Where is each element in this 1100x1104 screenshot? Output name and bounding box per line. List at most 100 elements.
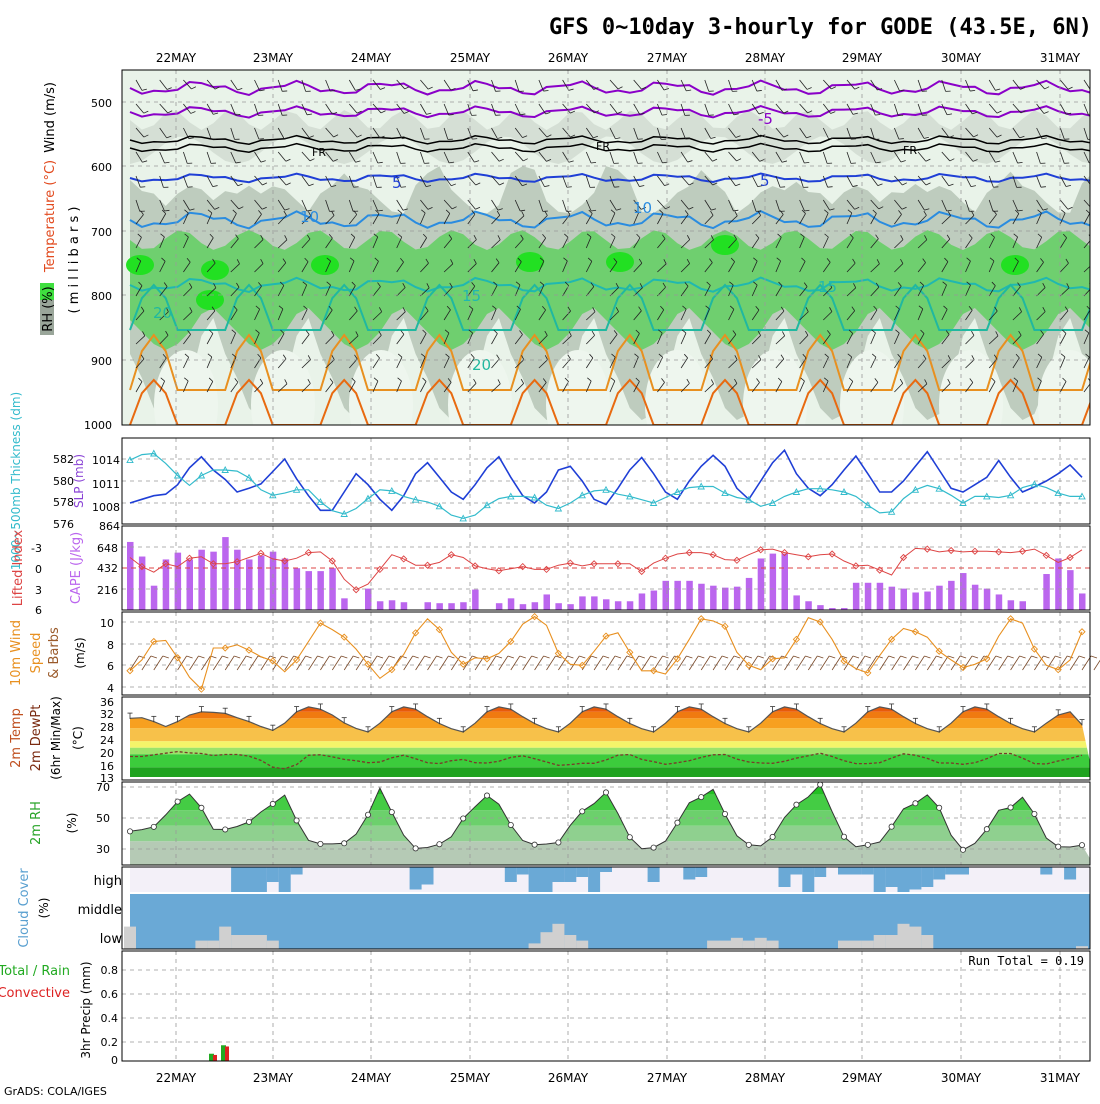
rh2m-point [841,834,846,839]
cloud-low-bar [886,935,898,949]
cape-bar [496,603,503,610]
cloud-low-bar [195,941,207,949]
cloud-high-bar [933,867,945,880]
rh2m-point [199,805,204,810]
wind-tick: 10 [100,617,114,630]
cloud-high-bar [588,867,600,892]
precip-tick: 0 [111,1054,118,1067]
cape-bar [246,559,253,610]
cloud-high-bar [1064,867,1076,880]
rh2m-point [794,802,799,807]
cloud-middle-band [130,894,1090,921]
day-label-bottom: 28MAY [745,1071,786,1085]
cloud-low-bar [909,927,921,949]
cloud-high-bar [576,867,588,877]
cape-bar [472,590,479,610]
cloud-high-bar [291,867,303,875]
temp-band [122,728,1090,741]
cloud-high-bar [279,867,291,892]
cloud-high-bar [505,867,517,882]
cape-bar [877,583,884,610]
rh-label: RH (%) [41,286,56,331]
cloud-high-bar [945,867,957,875]
pressure-tick: 500 [91,97,112,110]
cape-bar [770,554,777,610]
day-label-top: 22MAY [156,51,197,65]
day-label-bottom: 24MAY [351,1071,392,1085]
contour-label: 15 [818,278,837,296]
rh2m-unit: (%) [65,813,79,834]
cape-bar [805,601,812,610]
li-tick: 0 [35,563,42,576]
cape-bar [817,605,824,610]
pressure-tick: 700 [91,226,112,239]
contour-label: 10 [633,199,652,217]
rh2m-point [937,805,942,810]
cloud-panel: high middle low Cloud Cover (%) [17,867,1090,949]
cloud-high-bar [564,867,576,882]
contour-label: FR [903,144,917,157]
cloud-high-bar [779,867,791,887]
thickness-tick: 582 [53,453,74,466]
thickness-tick: 576 [53,518,74,531]
cape-bar [746,578,753,610]
cape-bar [686,581,693,610]
cloud-unit: (%) [37,898,51,919]
cloud-level-label: low [100,932,123,947]
cloud-high-bar [814,867,826,877]
cape-bar [1067,570,1074,610]
cape-bar [1043,574,1050,610]
cloud-low-bar [898,924,910,949]
cloud-label: Cloud Cover [17,868,32,948]
wind-label-c: & Barbs [47,627,62,679]
day-label-top: 23MAY [253,51,294,65]
cloud-low-bar [921,935,933,949]
cape-bar [663,581,670,610]
rh2m-point [127,829,132,834]
wind-label-a: 10m Wind [9,620,24,686]
cloud-high-bar [790,867,802,875]
cloud-high-bar [850,867,862,875]
wind-barb-flag [686,139,691,140]
contour-label: FR [312,146,326,159]
temp-band [122,754,1090,767]
run-total: Run Total = 0.19 [968,954,1084,968]
cape-bar [603,599,610,610]
pressure-tick: 900 [91,355,112,368]
day-label-top: 24MAY [351,51,392,65]
cloud-low-bar [124,927,136,949]
cape-bar [1055,558,1062,610]
cape-bar [698,584,705,610]
cape-bar [317,571,324,610]
cloud-low-bar [838,941,850,949]
rh-peak [126,255,154,275]
wind-panel-background [122,612,1090,695]
temp-label-a: 2m Temp [9,708,24,768]
day-label-bottom: 31MAY [1040,1071,1081,1085]
precip-tick: 0.4 [101,1012,119,1025]
cloud-high-bar [683,867,695,880]
cape-bar [865,583,872,610]
day-label-top: 25MAY [450,51,491,65]
cape-bar [972,585,979,610]
cape-bar [508,598,515,610]
cape-bar [651,591,658,610]
temp-tick: 28 [100,721,114,734]
temp-tick: 20 [100,747,114,760]
rh2m-point [1032,811,1037,816]
precip-panel-background [122,951,1090,1061]
day-label-top: 27MAY [647,51,688,65]
cloud-high-bar [267,867,279,882]
cape-bar [627,601,634,610]
cloud-high-bar [898,867,910,892]
cloud-high-bar [802,867,814,892]
wind-barb-flag [1091,89,1096,91]
cape-tick: 648 [97,542,118,555]
day-label-top: 28MAY [745,51,786,65]
cloud-high-bar [874,867,886,892]
cloud-low-bar [552,924,564,949]
rh2m-point [318,841,323,846]
rh2m-point [1056,844,1061,849]
wind-barb-flag [1091,184,1096,186]
